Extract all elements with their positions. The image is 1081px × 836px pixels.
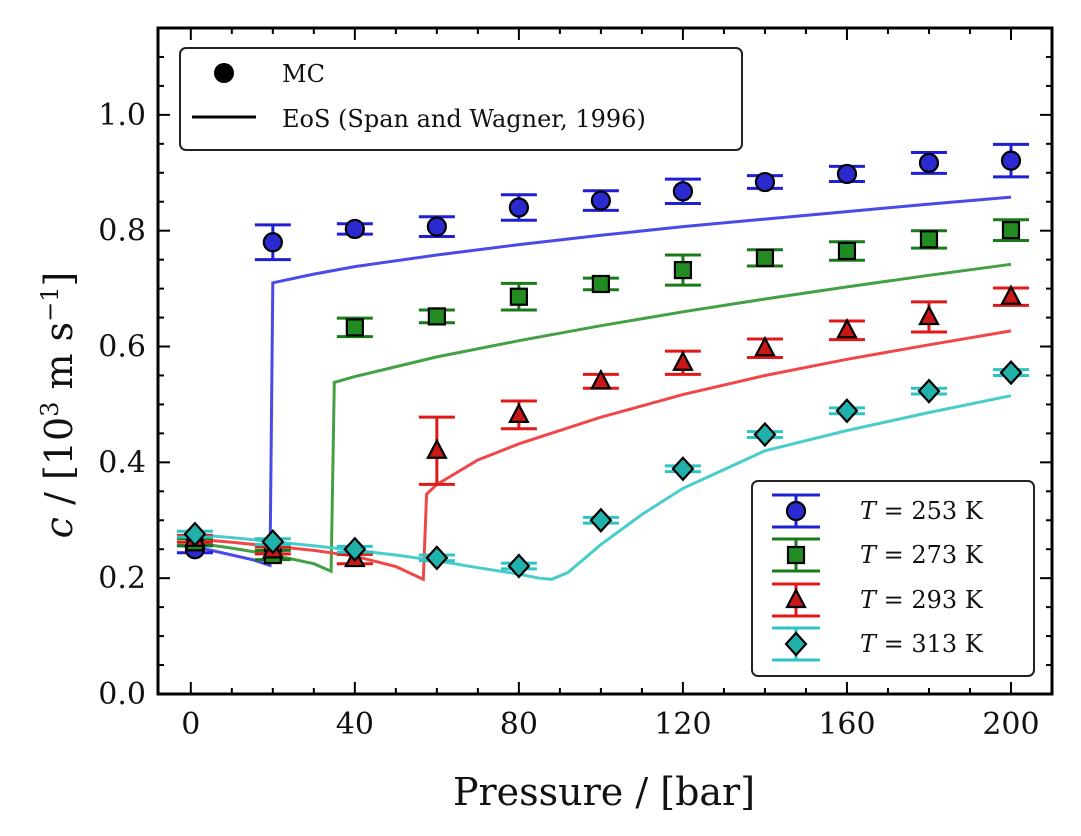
mc-point-293-p100 xyxy=(590,368,612,390)
x-tick-label-160: 160 xyxy=(818,707,875,742)
mc-point-313-p180 xyxy=(917,378,941,404)
legend-series: T = 253 K T = 273 K T = 293 K T = 313 K xyxy=(751,480,1035,677)
legend-entry-293: T = 293 K xyxy=(772,582,984,618)
mc-point-293-p200 xyxy=(1000,284,1022,305)
legend-marker-293 xyxy=(772,582,820,618)
x-tick-label-80: 80 xyxy=(500,707,538,742)
y-axis-label-exp: 3 xyxy=(36,402,64,417)
mc-point-313-p160 xyxy=(835,398,859,424)
mc-point-313-p100 xyxy=(589,507,613,533)
x-tick-label-0: 0 xyxy=(181,707,200,742)
mc-point-253-p80 xyxy=(508,197,529,218)
mc-point-273-p200 xyxy=(1001,221,1021,240)
legend-marker-shape-2 xyxy=(785,587,807,609)
mc-point-313-p80 xyxy=(507,553,531,579)
y-axis-label-exp2: −1 xyxy=(36,287,64,322)
plot-layer xyxy=(176,142,1029,582)
mc-point-313-p60 xyxy=(425,545,449,571)
mc-point-253-p60 xyxy=(426,216,447,237)
legend-label-313-rest: = 313 K xyxy=(876,630,984,658)
legend-label-293-symbol: T xyxy=(860,586,878,614)
legend-series-frame xyxy=(751,480,1035,677)
mc-point-273-p140 xyxy=(755,248,775,268)
y-axis-label: c / [103 m s−1] xyxy=(36,272,81,539)
legend-eos-label: EoS (Span and Wagner, 1996) xyxy=(282,105,646,133)
y-axis-label-middle: m s xyxy=(37,322,81,402)
legend-entry-273: T = 273 K xyxy=(772,537,984,573)
mc-point-253-p140 xyxy=(754,171,776,193)
legend-label-313: T = 313 K xyxy=(860,630,984,658)
legend-top: MC EoS (Span and Wagner, 1996) xyxy=(179,47,743,151)
mc-point-313-p200 xyxy=(999,359,1023,386)
mc-point-313-p120 xyxy=(671,456,695,482)
mc-point-293-p180 xyxy=(918,304,940,326)
legend-mc-label: MC xyxy=(282,60,325,88)
legend-label-273-symbol: T xyxy=(860,541,878,569)
mc-point-273-p160 xyxy=(837,241,857,261)
mc-point-253-p160 xyxy=(836,163,858,185)
legend-marker-shape-3 xyxy=(784,631,808,657)
y-tick-label-4: 0.8 xyxy=(98,214,146,249)
eos-line-253 xyxy=(190,195,1012,568)
mc-point-253-p40 xyxy=(344,218,365,240)
y-axis-label-prefix: / [10 xyxy=(37,417,81,517)
y-tick-label-5: 1.0 xyxy=(98,98,146,133)
y-tick-label-3: 0.6 xyxy=(98,330,146,365)
mc-point-293-p160 xyxy=(836,317,858,339)
mc-point-273-p180 xyxy=(919,230,939,249)
legend-marker-shape-0 xyxy=(785,500,807,522)
legend-marker-313 xyxy=(772,626,820,662)
x-tick-label-120: 120 xyxy=(654,707,711,742)
mc-point-253-p120 xyxy=(672,181,694,202)
mc-point-253-p100 xyxy=(590,190,611,211)
legend-label-293-rest: = 293 K xyxy=(876,586,984,614)
mc-point-293-p60 xyxy=(426,438,448,459)
y-axis-label-suffix: ] xyxy=(37,272,81,287)
legend-marker-shape-1 xyxy=(786,545,806,565)
eos-line-313 xyxy=(190,394,1012,581)
plot-frame xyxy=(156,26,1054,696)
legend-mc-marker xyxy=(214,63,234,83)
mc-point-273-p100 xyxy=(591,274,610,294)
legend-marker-273 xyxy=(772,537,820,573)
mc-point-313-p1 xyxy=(183,521,207,547)
mc-point-253-p20 xyxy=(262,232,283,253)
mc-point-313-p40 xyxy=(343,536,367,562)
mc-point-313-p140 xyxy=(753,421,777,448)
legend-label-313-symbol: T xyxy=(860,630,878,658)
legend-label-253: T = 253 K xyxy=(860,497,984,525)
mc-point-313-p20 xyxy=(261,529,285,555)
y-tick-label-1: 0.2 xyxy=(98,561,146,596)
mc-point-253-p180 xyxy=(918,152,940,174)
mc-point-273-p120 xyxy=(673,260,693,280)
y-tick-label-0: 0.0 xyxy=(98,677,146,712)
legend-label-253-symbol: T xyxy=(860,497,878,525)
mc-point-293-p120 xyxy=(672,350,694,371)
legend-label-253-rest: = 253 K xyxy=(876,497,984,525)
x-axis-label: Pressure / [bar] xyxy=(453,770,755,814)
eos-line-273 xyxy=(190,262,1012,574)
legend-entry-313: T = 313 K xyxy=(772,626,984,662)
mc-point-293-p80 xyxy=(508,402,530,423)
y-axis-label-symbol: c xyxy=(37,517,81,538)
axes: 0 40 80 120 160 200 0.0 0.2 0.4 0.6 0.8 1.0 xyxy=(98,26,1054,742)
legend-entry-253: T = 253 K xyxy=(772,493,984,529)
legend-marker-253 xyxy=(772,493,820,529)
mc-point-273-p40 xyxy=(345,318,364,337)
legend-label-293: T = 293 K xyxy=(860,586,984,614)
y-tick-label-2: 0.4 xyxy=(98,445,146,480)
legend-label-273-rest: = 273 K xyxy=(876,541,984,569)
mc-point-293-p140 xyxy=(754,335,776,357)
x-tick-label-200: 200 xyxy=(982,707,1039,742)
mc-point-253-p200 xyxy=(1000,150,1022,171)
mc-point-273-p60 xyxy=(427,307,446,326)
mc-point-273-p80 xyxy=(509,287,528,306)
legend-top-frame xyxy=(179,47,743,151)
x-tick-label-40: 40 xyxy=(336,707,374,742)
legend-label-273: T = 273 K xyxy=(860,541,984,569)
